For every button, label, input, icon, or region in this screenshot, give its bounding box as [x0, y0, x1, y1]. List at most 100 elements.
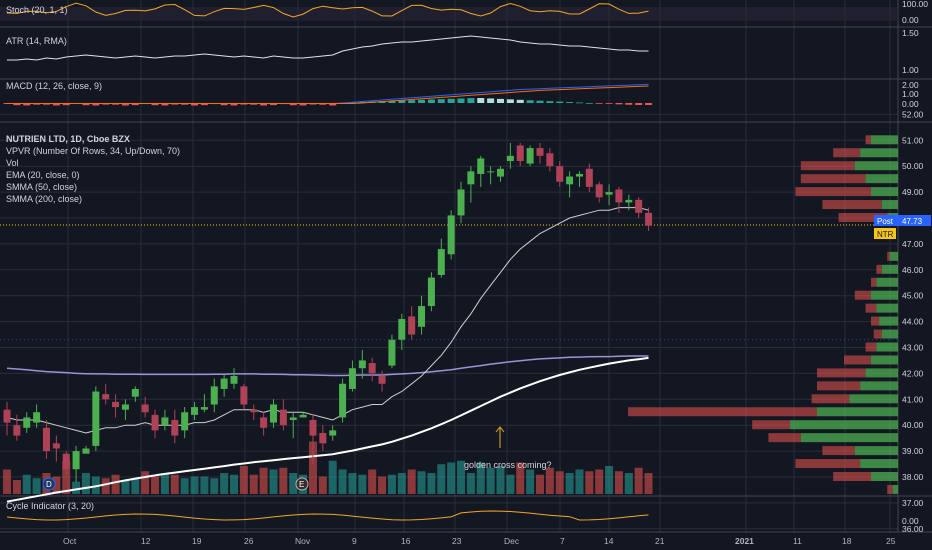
main-price-tick-9: 43.00	[902, 343, 924, 353]
candle-body	[131, 388, 139, 397]
cycle-label[interactable]: Cycle Indicator (3, 20)	[6, 501, 94, 511]
date-label-11: 11	[793, 536, 802, 546]
macd-label[interactable]: MACD (12, 26, close, 9)	[6, 81, 102, 91]
volume-bar	[328, 460, 337, 494]
cycle-tick-0: 0.00	[902, 516, 919, 526]
post-price-bg	[900, 215, 931, 226]
macd-hist-bar	[151, 103, 159, 106]
indicator-vpvr-label[interactable]: VPVR (Number Of Rows, 34, Up/Down, 70)	[6, 146, 180, 156]
volume-bar	[279, 467, 288, 494]
indicator-smma200-label[interactable]: SMMA (200, close)	[6, 194, 82, 204]
candle-body	[447, 215, 455, 255]
volume-bar	[447, 462, 456, 494]
symbol-tag: NTR	[877, 230, 894, 239]
candles[interactable]	[3, 142, 653, 483]
date-label-26: 26	[244, 536, 254, 546]
candle-body	[457, 189, 465, 216]
candle-body	[112, 401, 120, 408]
cycle-pane[interactable]	[6, 510, 649, 521]
atr-pane[interactable]	[7, 35, 649, 61]
date-label-14: 14	[604, 536, 614, 546]
vpvr-bar-down	[865, 342, 877, 352]
candle-body	[408, 316, 416, 335]
indicator-ema-label[interactable]: EMA (20, close, 0)	[6, 170, 80, 180]
macd-hist-bar	[427, 99, 435, 103]
volume-bar	[249, 474, 258, 494]
main-price-tick-13: 39.00	[902, 446, 924, 456]
vpvr-bar-up	[800, 433, 898, 443]
indicator-vol-label[interactable]: Vol	[6, 158, 19, 168]
stoch-pane[interactable]	[0, 2, 898, 21]
volume-bar	[111, 474, 120, 494]
date-label-25: 25	[886, 536, 896, 546]
volume-bar	[62, 460, 71, 494]
vpvr-bar-down	[800, 174, 866, 184]
vpvr-bar-up	[892, 484, 898, 494]
vpvr-bar-up	[876, 303, 898, 313]
candle-body	[398, 319, 406, 340]
annotation-arrow-icon	[495, 426, 505, 433]
volume-bar	[289, 473, 298, 494]
vpvr-bar-up	[879, 316, 898, 326]
candle-body	[3, 409, 11, 423]
volume-bar	[81, 473, 90, 494]
volume-bar	[22, 474, 31, 494]
vpvr-bar-down	[811, 394, 850, 404]
volume-bar	[180, 478, 189, 494]
main-price-tick-16: 36.00	[902, 524, 924, 534]
symbol-title[interactable]: NUTRIEN LTD, 1D, Cboe BZX	[6, 134, 130, 144]
vpvr-bar-down	[876, 264, 882, 274]
macd-hist-bar	[566, 102, 574, 103]
date-label-21: 21	[655, 536, 665, 546]
dividend-letter: D	[46, 480, 52, 489]
annotation[interactable]: golden cross coming?	[464, 426, 552, 470]
volume-bar	[308, 441, 317, 494]
annotation-text[interactable]: golden cross coming?	[464, 460, 552, 470]
earnings-marker[interactable]: E	[295, 477, 309, 491]
macd-hist-bar	[200, 103, 208, 106]
candle-body	[181, 412, 189, 431]
vpvr-bar-down	[822, 446, 855, 456]
vpvr-bar-up	[860, 381, 898, 391]
main-price-tick-15: 37.00	[902, 498, 924, 508]
symbol-tag-bg	[874, 228, 896, 239]
stoch-tick-100: 100.00	[902, 0, 928, 9]
macd-hist-bar	[358, 101, 366, 103]
date-axis[interactable]: Oct 12 19 26 Nov 9 16 23 Dec 7 14 21 202…	[63, 536, 896, 546]
macd-hist-bar	[408, 100, 416, 103]
vpvr-bar-down	[795, 459, 861, 469]
dividend-marker[interactable]: D	[42, 477, 56, 491]
macd-hist-bar	[477, 98, 485, 103]
main-price-tick-7: 45.00	[902, 291, 924, 301]
candle-body	[72, 451, 80, 470]
post-price-tag: Post 47.73 NTR	[874, 215, 931, 239]
candle-body	[615, 189, 623, 203]
candle-body	[309, 420, 317, 436]
macd-hist-bar	[506, 99, 514, 103]
macd-hist-bar	[605, 103, 613, 104]
vpvr-bar-up	[871, 355, 898, 365]
atr-tick-100: 1.00	[902, 65, 919, 75]
volume-bar	[486, 467, 495, 494]
indicator-smma50-label[interactable]: SMMA (50, close)	[6, 182, 77, 192]
candle-body	[625, 199, 633, 203]
post-tag-bg	[874, 215, 900, 226]
volume-bar	[595, 469, 604, 494]
candle-body	[33, 412, 41, 423]
volume-bar	[397, 473, 406, 494]
atr-tick-150: 1.50	[902, 28, 919, 38]
volume-bar	[506, 474, 515, 494]
volume-bar	[614, 471, 623, 494]
volume-bar	[605, 466, 614, 494]
date-label-12: 12	[141, 536, 151, 546]
main-price-tick-2: 50.00	[902, 161, 924, 171]
dividend-icon	[42, 477, 56, 491]
atr-label[interactable]: ATR (14, RMA)	[6, 36, 67, 46]
candle-body	[368, 363, 376, 374]
date-label-9: 9	[352, 536, 357, 546]
stoch-band	[0, 7, 898, 21]
macd-hist-bar	[487, 98, 495, 103]
stoch-label[interactable]: Stoch (20, 1, 1)	[6, 5, 68, 15]
macd-pane[interactable]	[3, 83, 653, 106]
